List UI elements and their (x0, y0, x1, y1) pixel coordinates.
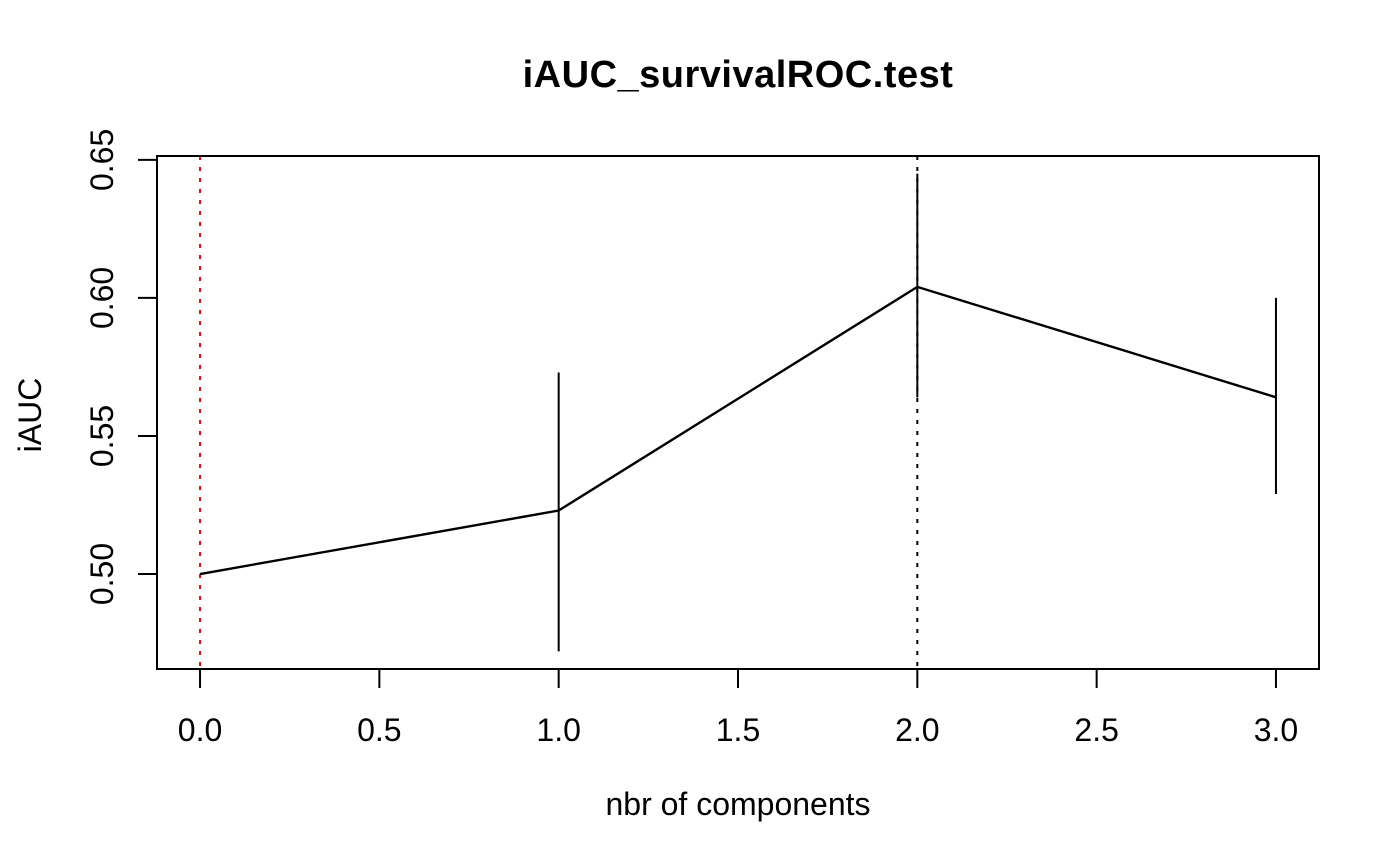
y-tick-label: 0.55 (84, 405, 120, 467)
y-tick-label: 0.60 (84, 267, 120, 329)
x-tick-label: 1.5 (716, 712, 760, 748)
x-tick-label: 2.5 (1074, 712, 1118, 748)
y-tick-label: 0.50 (84, 543, 120, 605)
plot-box (156, 155, 1320, 670)
x-tick-label: 1.0 (536, 712, 580, 748)
x-tick-label: 3.0 (1254, 712, 1298, 748)
x-axis-label: nbr of components (605, 786, 871, 822)
x-tick-label: 0.0 (178, 712, 222, 748)
x-tick-label: 2.0 (895, 712, 939, 748)
chart-title: iAUC_survivalROC.test (522, 54, 954, 96)
y-tick-label: 0.65 (84, 129, 120, 191)
x-tick-label: 0.5 (357, 712, 401, 748)
data-line (199, 285, 1277, 576)
